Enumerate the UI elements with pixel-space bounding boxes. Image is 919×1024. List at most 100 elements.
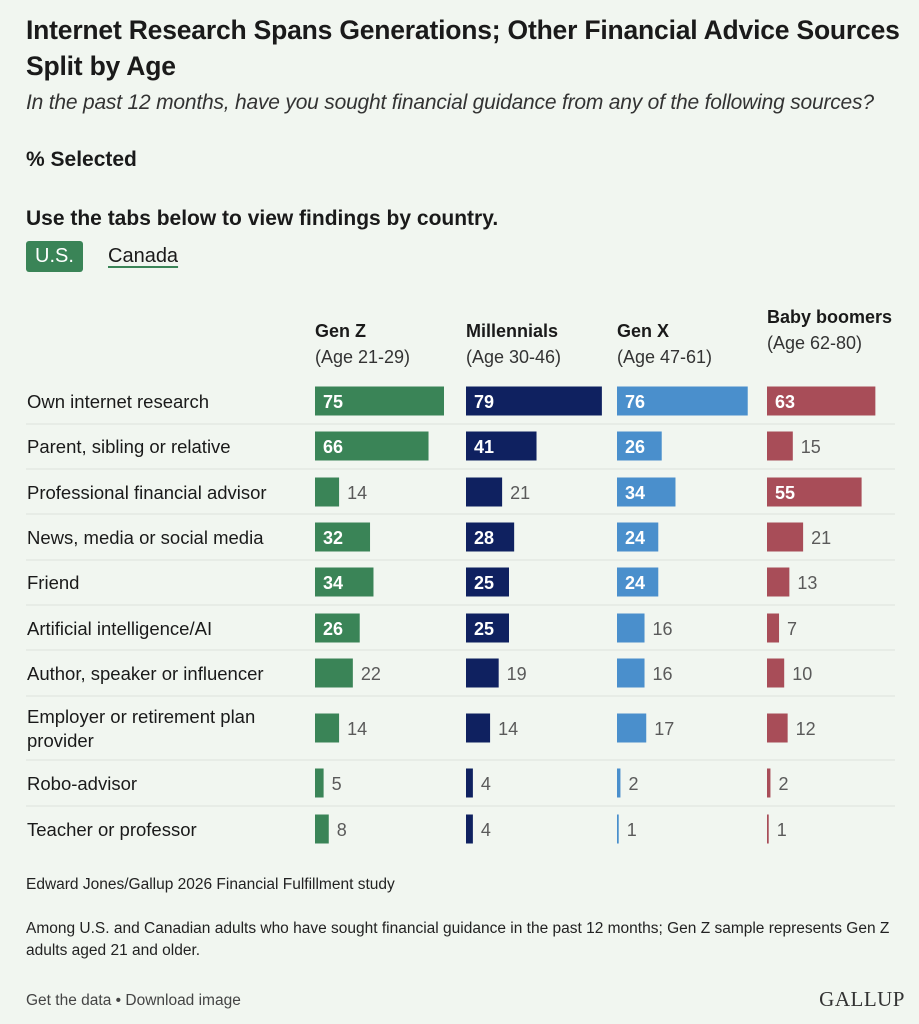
- data-label: 8: [337, 820, 347, 840]
- data-label: 19: [507, 664, 527, 684]
- bar: [466, 713, 491, 743]
- bar: [315, 613, 360, 643]
- data-label: 28: [474, 528, 494, 548]
- data-label: 41: [474, 437, 494, 457]
- bar: [466, 386, 602, 416]
- bar: [466, 814, 473, 844]
- gallup-logo: GALLUP: [819, 987, 905, 1011]
- tab-canada[interactable]: Canada: [108, 245, 179, 267]
- category-label: Artificial intelligence/AI: [27, 618, 212, 639]
- data-label: 55: [775, 483, 795, 503]
- data-label: 10: [792, 664, 812, 684]
- bar: [617, 613, 645, 643]
- bar: [315, 431, 429, 461]
- series-age-range: (Age 21-29): [315, 347, 411, 367]
- bar: [466, 431, 537, 461]
- bar: [617, 814, 619, 844]
- category-label: Author, speaker or influencer: [27, 663, 264, 684]
- bar: [767, 814, 769, 844]
- series-name: Baby boomers: [767, 307, 893, 327]
- bar: [617, 431, 662, 461]
- sample-note: Among U.S. and Canadian adults who have …: [26, 920, 890, 959]
- bar: [466, 768, 473, 798]
- bar: [767, 613, 780, 643]
- bar: [466, 522, 515, 552]
- category-label: Own internet research: [27, 391, 209, 412]
- bar: [466, 658, 499, 688]
- category-label: Robo-advisor: [27, 773, 137, 794]
- data-label: 16: [653, 664, 673, 684]
- series-age-range: (Age 30-46): [466, 347, 562, 367]
- bar: [767, 431, 793, 461]
- data-label: 79: [474, 392, 494, 412]
- data-label: 76: [625, 392, 645, 412]
- source-note: Edward Jones/Gallup 2026 Financial Fulfi…: [26, 876, 395, 893]
- bar: [767, 768, 771, 798]
- category-label: Employer or retirement plan provider: [27, 706, 255, 751]
- bar: [315, 567, 374, 597]
- data-label: 75: [323, 392, 343, 412]
- data-label: 5: [332, 774, 342, 794]
- data-label: 14: [498, 719, 518, 739]
- bar: [767, 713, 788, 743]
- bar: [617, 522, 659, 552]
- series-age-range: (Age 62-80): [767, 333, 863, 353]
- column-header-gen-z: Gen Z (Age 21-29): [315, 318, 455, 370]
- bar: [466, 613, 509, 643]
- data-label: 24: [625, 573, 645, 593]
- data-label: 2: [628, 774, 638, 794]
- bar: [315, 477, 340, 507]
- get-data-link[interactable]: Get the data: [26, 992, 112, 1009]
- bar: [767, 658, 785, 688]
- footer-links: Get the data • Download image: [26, 990, 241, 1012]
- data-label: 13: [797, 573, 817, 593]
- series-age-range: (Age 47-61): [617, 347, 713, 367]
- bar: [767, 522, 804, 552]
- chart-subtitle: In the past 12 months, have you sought f…: [26, 91, 874, 114]
- bar: [466, 477, 503, 507]
- category-label: Friend: [27, 572, 79, 593]
- tabs-heading: Use the tabs below to view findings by c…: [26, 207, 499, 230]
- bar: [617, 713, 647, 743]
- tab-us[interactable]: U.S.: [26, 241, 83, 272]
- data-label: 15: [801, 437, 821, 457]
- bar: [617, 477, 676, 507]
- data-label: 63: [775, 392, 795, 412]
- data-label: 32: [323, 528, 343, 548]
- bar: [315, 814, 329, 844]
- data-label: 25: [474, 573, 494, 593]
- category-label: Parent, sibling or relative: [27, 436, 231, 457]
- data-label: 12: [796, 719, 816, 739]
- bar: [466, 567, 509, 597]
- bar: [617, 768, 621, 798]
- data-label: 17: [654, 719, 674, 739]
- data-label: 4: [481, 820, 491, 840]
- data-label: 2: [778, 774, 788, 794]
- column-header-millennials: Millennials (Age 30-46): [466, 318, 606, 370]
- data-label: 34: [323, 573, 343, 593]
- data-label: 26: [323, 619, 343, 639]
- series-name: Gen Z: [315, 321, 367, 341]
- bar: [315, 386, 444, 416]
- category-label: News, media or social media: [27, 527, 264, 548]
- category-label: Teacher or professor: [27, 819, 197, 840]
- data-label: 4: [481, 774, 491, 794]
- data-label: 34: [625, 483, 645, 503]
- data-label: 7: [787, 619, 797, 639]
- bar: [617, 658, 645, 688]
- bar: [315, 658, 353, 688]
- link-separator: •: [115, 992, 122, 1009]
- bar: [315, 768, 324, 798]
- bar: [617, 567, 659, 597]
- measure-label: % Selected: [26, 148, 137, 171]
- data-label: 21: [510, 483, 530, 503]
- series-name: Millennials: [466, 321, 559, 341]
- column-header-baby-boomers: Baby boomers (Age 62-80): [767, 304, 897, 356]
- data-label: 1: [627, 820, 637, 840]
- bar: [315, 713, 340, 743]
- bar: [617, 386, 748, 416]
- data-label: 16: [653, 619, 673, 639]
- data-label: 22: [361, 664, 381, 684]
- bar-chart: Own internet research Parent, sibling or …: [26, 386, 895, 844]
- download-image-link[interactable]: Download image: [125, 992, 241, 1009]
